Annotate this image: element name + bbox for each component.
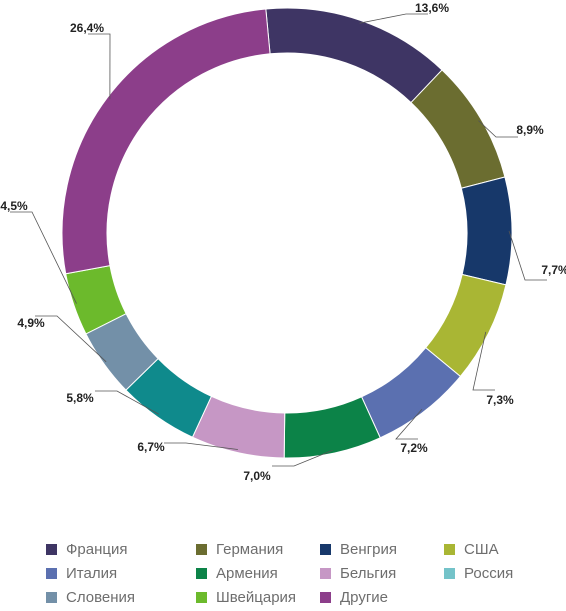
- legend-swatch: [46, 544, 57, 555]
- legend-label: Венгрия: [340, 541, 397, 558]
- slice-labels: 13,6% 8,9% 7,7% 7,3% 7,2% 7,0% 6,7% 5,8% 4,9% 4,5…: [0, 1, 566, 483]
- donut-slice-1: [265, 7, 443, 104]
- leader-line-6: [272, 449, 333, 467]
- slice-label-6: 7,0%: [243, 469, 271, 483]
- legend-item: Италия: [46, 565, 117, 582]
- legend-item: Армения: [196, 565, 278, 582]
- slice-label-8: 5,8%: [66, 391, 94, 405]
- legend-label: Франция: [66, 541, 128, 558]
- legend-swatch: [46, 592, 57, 603]
- legend-label: Россия: [464, 565, 514, 582]
- legend-item: Другие: [320, 589, 388, 606]
- leader-line-5: [395, 409, 423, 440]
- slice-label-9: 4,9%: [17, 316, 45, 330]
- slice-label-11: 26,4%: [70, 21, 104, 35]
- leader-line-10: [10, 211, 77, 304]
- legend-item: Германия: [196, 541, 283, 558]
- slice-label-10: 4,5%: [0, 199, 28, 213]
- leader-line-8: [95, 390, 159, 415]
- legend-label: Германия: [216, 541, 284, 558]
- donut-slice-6: [283, 396, 381, 459]
- donut-slice-11: [61, 8, 271, 275]
- slice-label-4: 7,3%: [486, 393, 514, 407]
- legend-swatch: [444, 568, 455, 579]
- leader-line-2: [478, 120, 518, 138]
- leader-line-4: [472, 331, 495, 391]
- slice-label-2: 8,9%: [516, 123, 544, 137]
- legend-item: США: [444, 541, 499, 558]
- donut-chart: 13,6% 8,9% 7,7% 7,3% 7,2% 7,0% 6,7% 5,8% 4,9% 4,5…: [0, 1, 566, 483]
- legend-item: Россия: [444, 565, 513, 582]
- legend-swatch: [196, 568, 207, 579]
- donut-slice-2: [410, 69, 506, 189]
- legend-swatch: [46, 568, 57, 579]
- leader-line-7: [164, 442, 238, 450]
- legend-item: Швейцария: [196, 589, 296, 606]
- slice-label-5: 7,2%: [400, 441, 428, 455]
- leader-line-1: [359, 13, 428, 24]
- leader-lines: [10, 13, 547, 467]
- legend-swatch: [320, 568, 331, 579]
- slice-label-1: 13,6%: [415, 1, 449, 15]
- legend-item: Франция: [46, 541, 127, 558]
- slice-label-7: 6,7%: [137, 440, 165, 454]
- legend-label: Бельгия: [340, 565, 397, 582]
- legend-label: Другие: [340, 589, 389, 606]
- legend-item: Словения: [46, 589, 135, 606]
- legend-swatch: [320, 544, 331, 555]
- legend-swatch: [320, 592, 331, 603]
- legend-item: Венгрия: [320, 541, 397, 558]
- donut-slices: [61, 7, 513, 459]
- leader-line-3: [508, 230, 547, 281]
- slice-label-3: 7,7%: [541, 263, 566, 277]
- leader-line-9: [35, 315, 107, 363]
- legend-label: Армения: [216, 565, 278, 582]
- legend-item: Бельгия: [320, 565, 396, 582]
- donut-slice-3: [460, 176, 513, 286]
- legend-label: Швейцария: [216, 589, 297, 606]
- legend-label: Италия: [66, 565, 118, 582]
- legend-swatch: [196, 592, 207, 603]
- leader-line-11: [88, 33, 111, 100]
- legend-label: Словения: [66, 589, 136, 606]
- legend-swatch: [196, 544, 207, 555]
- legend-label: США: [464, 541, 499, 558]
- legend-swatch: [444, 544, 455, 555]
